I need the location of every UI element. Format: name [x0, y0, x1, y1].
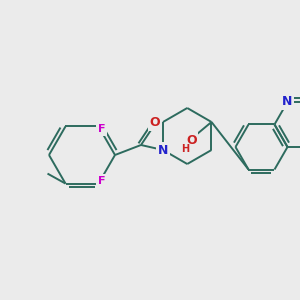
- Text: H: H: [182, 144, 190, 154]
- Text: N: N: [282, 95, 293, 109]
- Text: N: N: [158, 143, 168, 157]
- Text: O: O: [150, 116, 160, 130]
- Text: N: N: [158, 143, 168, 157]
- Text: F: F: [98, 176, 105, 186]
- Text: O: O: [186, 134, 197, 146]
- Text: F: F: [98, 124, 105, 134]
